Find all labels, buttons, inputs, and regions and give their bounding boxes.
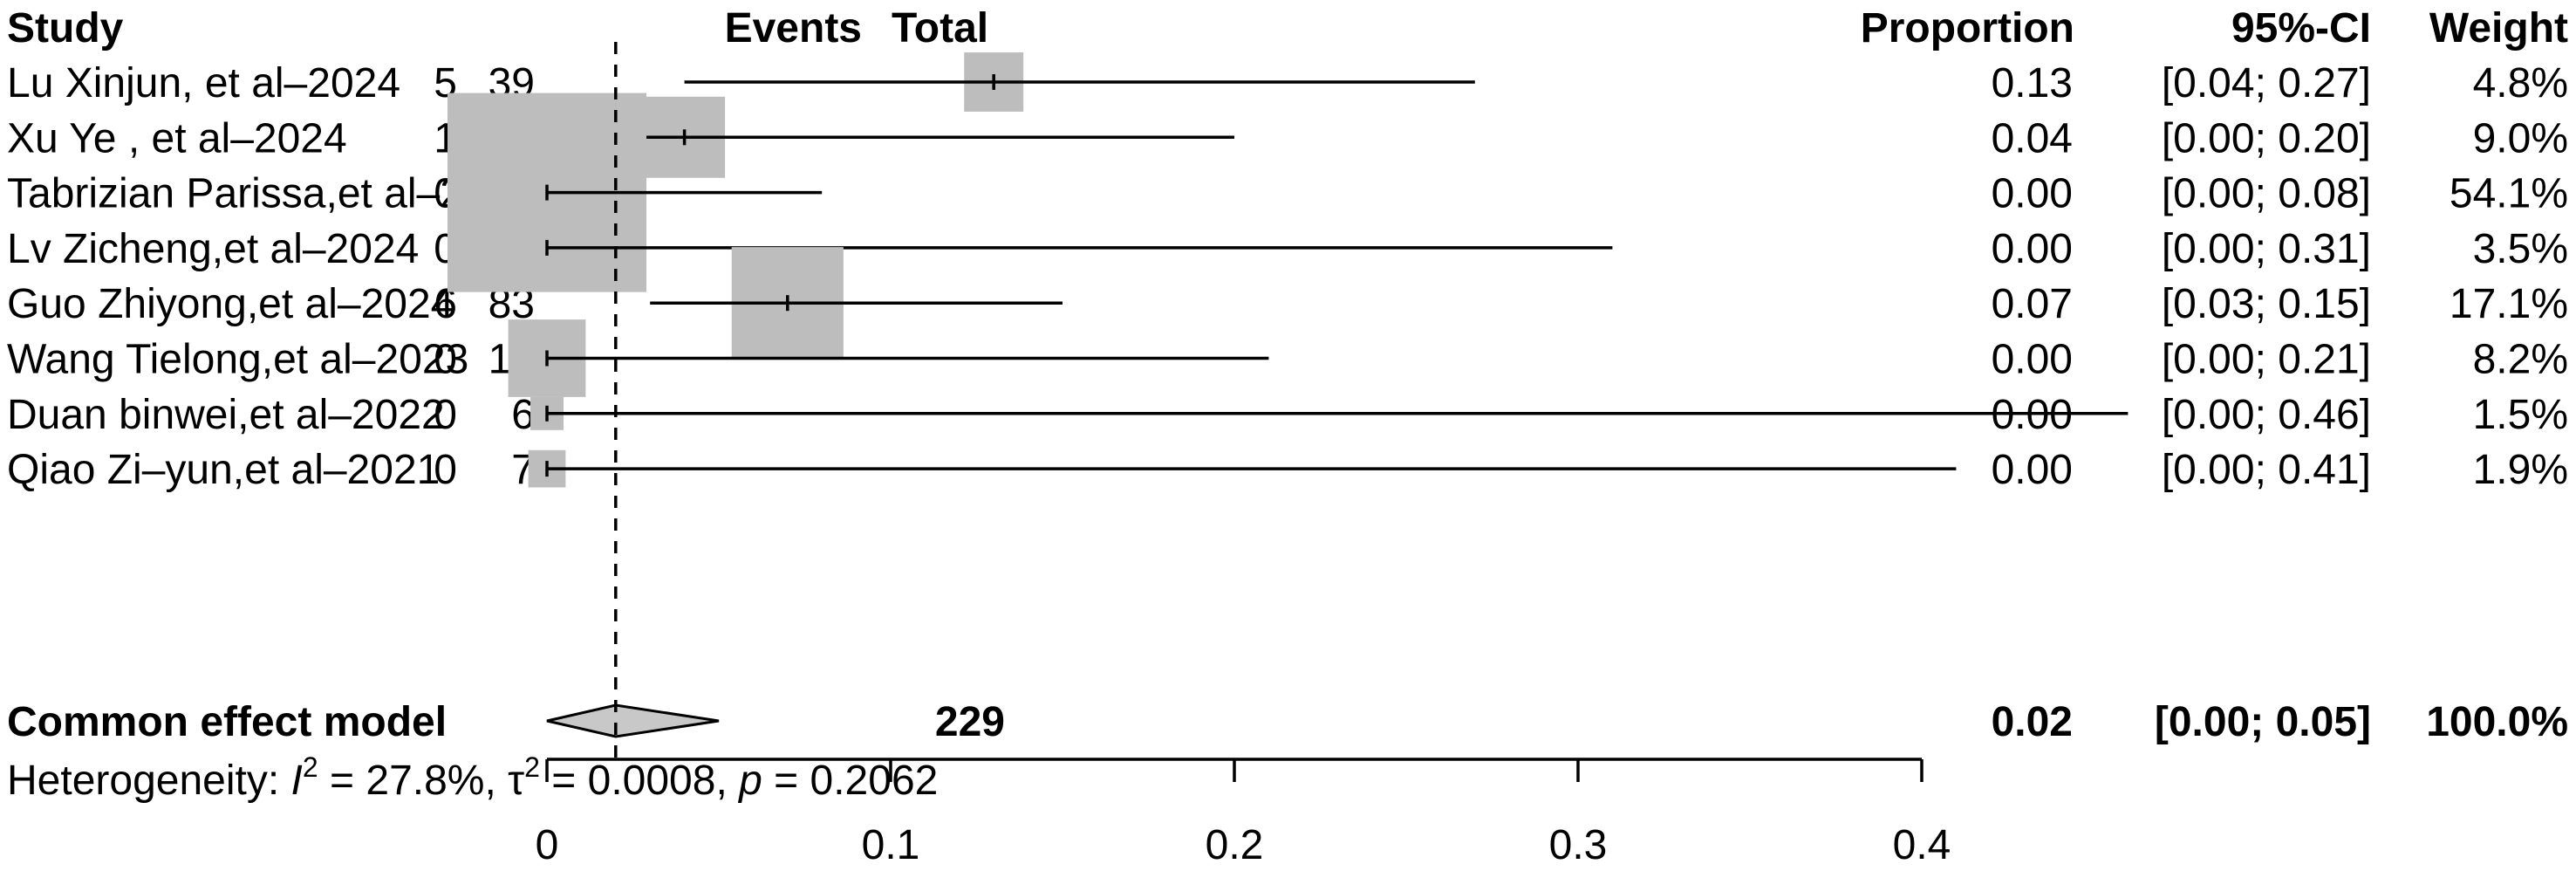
header-ci: 95%-CI [2231,5,2371,51]
study-weight: 3.5% [2473,226,2568,272]
het-tau-symbol: τ [508,758,524,804]
study-marks [447,52,2128,488]
study-weight: 8.2% [2473,337,2568,383]
header-total: Total [892,5,988,51]
header-study: Study [7,5,124,51]
study-events: 0 [434,337,457,383]
study-rows: Lu Xinjun, et al–2024 5 39 0.13 [0.04; 0.27]… [7,60,2568,493]
header-weight: Weight [2429,5,2568,51]
pooled-total: 229 [935,699,1005,745]
study-weight: 1.5% [2473,392,2568,438]
study-proportion: 0.00 [1992,171,2073,217]
het-i2-value: = 27.8%, [318,758,508,804]
study-row: Xu Ye , et al–20241250.04[0.00; 0.20]9.0… [7,115,2568,161]
study-name: Lv Zicheng,et al–2024 [7,226,419,272]
study-proportion: 0.13 [1992,60,2073,106]
heterogeneity-text: Heterogeneity: I2 = 27.8%, τ2 = 0.0008, … [7,751,938,804]
study-proportion: 0.04 [1992,115,2073,161]
study-row: Tabrizian Parissa,et al–20240430.00[0.00… [7,171,2568,217]
het-i2-symbol: I [291,758,303,804]
header-row: Study Events Total Proportion 95%-CI Wei… [7,5,2568,51]
study-ci: [0.00; 0.20] [2162,115,2371,161]
study-row: Wang Tielong,et al–20230160.00[0.00; 0.2… [7,337,2568,383]
study-name: Tabrizian Parissa,et al–2024 [7,171,533,217]
x-tick-label: 0.3 [1549,822,1608,868]
study-row: Lu Xinjun, et al–2024 5 39 0.13 [0.04; 0.27]… [7,60,2568,106]
pooled-name: Common effect model [7,699,447,745]
study-weight: 17.1% [2450,281,2568,327]
study-name: Duan binwei,et al–2022 [7,392,445,438]
pooled-weight: 100.0% [2426,699,2568,745]
study-proportion: 0.00 [1992,226,2073,272]
study-ci: [0.00; 0.41] [2162,447,2371,493]
het-p-symbol: p [737,758,762,804]
study-weight: 4.8% [2473,60,2568,106]
het-label: Heterogeneity: [7,758,291,804]
pooled-ci: [0.00; 0.05] [2155,699,2371,745]
het-tau-value: = 0.0008, [540,758,739,804]
study-proportion: 0.00 [1992,337,2073,383]
x-tick-label: 0.2 [1206,822,1264,868]
x-tick-label: 0 [536,822,559,868]
study-proportion: 0.00 [1992,447,2073,493]
het-tau-exp: 2 [524,751,540,783]
study-ci: [0.03; 0.15] [2162,281,2371,327]
pooled-diamond [546,703,720,738]
study-proportion: 0.07 [1992,281,2073,327]
study-name: Wang Tielong,et al–2023 [7,337,468,383]
study-name: Qiao Zi–yun,et al–2021 [7,447,440,493]
pooled-proportion: 0.02 [1992,699,2073,745]
study-ci: [0.04; 0.27] [2162,60,2371,106]
study-name: Lu Xinjun, et al–2024 [7,60,400,106]
x-axis: 0 0.1 0.2 0.3 0.4 [536,758,1951,868]
study-events: 0 [434,392,457,438]
study-events: 0 [434,447,457,493]
x-tick-label: 0.4 [1893,822,1951,868]
header-proportion: Proportion [1861,5,2074,51]
het-i2-exp: 2 [303,751,318,783]
pooled-row: Common effect model 229 0.02 [0.00; 0.05… [7,699,2568,745]
study-weight: 54.1% [2450,171,2568,217]
study-name: Guo Zhiyong,et al–2024 [7,281,454,327]
study-ci: [0.00; 0.31] [2162,226,2371,272]
study-ci: [0.00; 0.21] [2162,337,2371,383]
study-ci: [0.00; 0.46] [2162,392,2371,438]
study-ci: [0.00; 0.08] [2162,171,2371,217]
het-p-value: = 0.2062 [762,758,939,804]
x-tick-label: 0.1 [862,822,920,868]
header-events: Events [725,5,862,51]
study-weight: 9.0% [2473,115,2568,161]
study-name: Xu Ye , et al–2024 [7,115,347,161]
study-weight: 1.9% [2473,447,2568,493]
